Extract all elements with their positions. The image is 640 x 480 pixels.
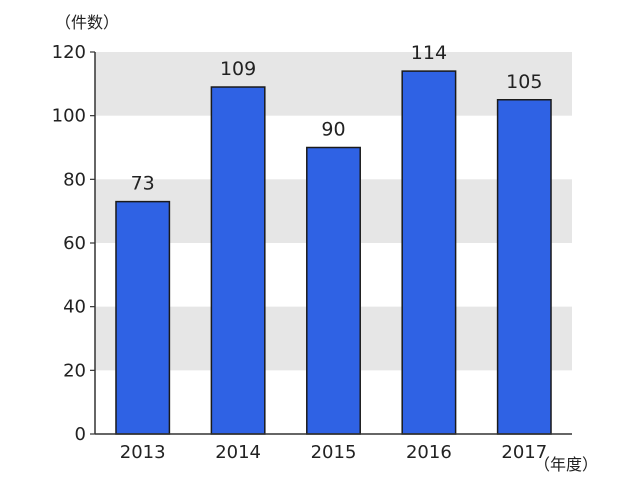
bar-2014 (210, 86, 266, 435)
data-labels: 73 109 90 114 105 (131, 42, 543, 195)
x-tick-2017: 2017 (501, 442, 547, 463)
grid-band-100-120 (95, 52, 572, 116)
bar-series (115, 70, 552, 435)
bar-2017 (496, 99, 552, 435)
y-tick-0: 0 (75, 424, 86, 445)
bar-2013 (115, 200, 171, 435)
x-tick-2015: 2015 (311, 442, 357, 463)
bar-2015 (306, 146, 361, 435)
data-label-2013: 73 (131, 173, 155, 195)
bar-2016 (401, 70, 457, 435)
data-label-2015: 90 (321, 119, 345, 141)
x-axis-unit-label: （年度） (534, 455, 598, 474)
data-label-2016: 114 (411, 42, 447, 64)
y-tick-40: 40 (63, 297, 86, 318)
y-tick-20: 20 (63, 360, 86, 381)
y-tick-120: 120 (52, 42, 86, 63)
y-tick-60: 60 (63, 233, 86, 254)
y-tick-80: 80 (63, 169, 86, 190)
y-axis-unit-label: （件数） (55, 13, 119, 32)
x-tick-2014: 2014 (215, 442, 261, 463)
x-tick-labels: 2013 2014 2015 2016 2017 (120, 442, 547, 463)
y-tick-labels: 0 20 40 60 80 100 120 (52, 42, 86, 445)
data-label-2017: 105 (506, 71, 542, 93)
y-tick-100: 100 (52, 106, 86, 127)
data-label-2014: 109 (220, 58, 256, 80)
x-tick-2016: 2016 (406, 442, 452, 463)
axes (90, 51, 572, 435)
x-tick-2013: 2013 (120, 442, 166, 463)
